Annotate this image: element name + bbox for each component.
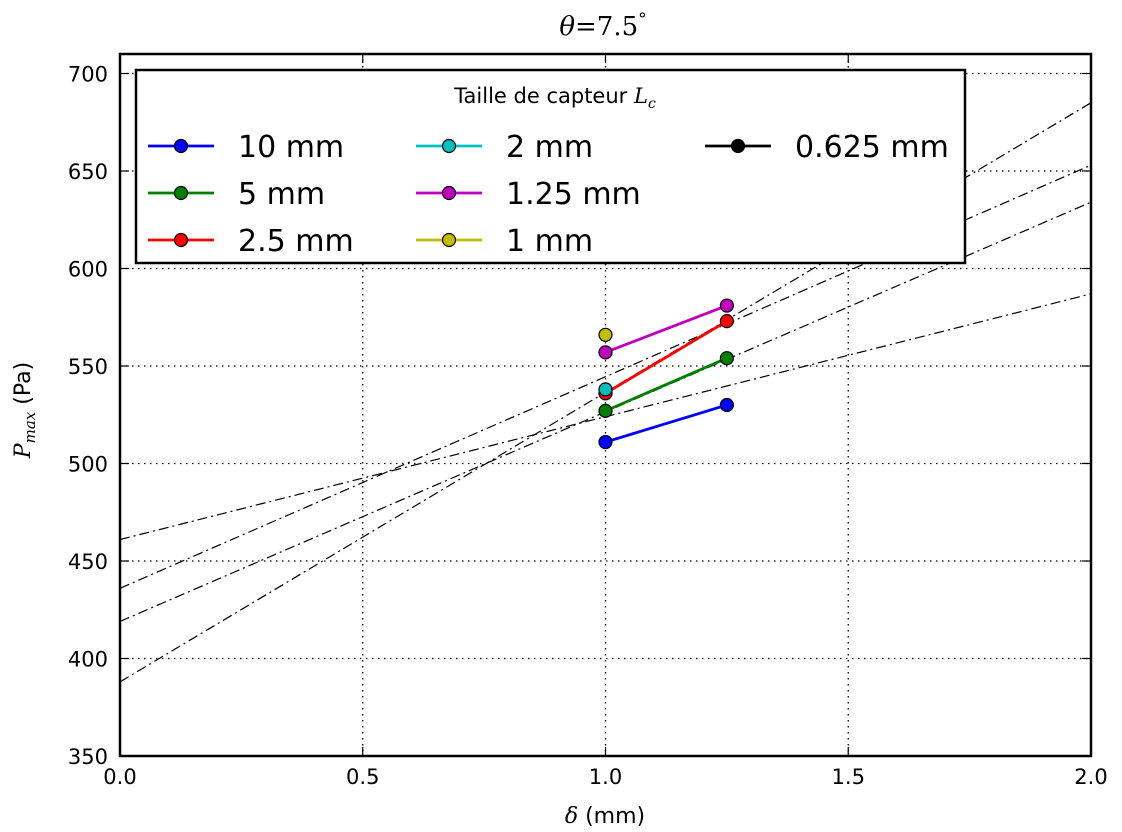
legend-label: 10 mm (238, 130, 344, 165)
series-line (604, 319, 728, 395)
x-tick-label: 0.5 (346, 765, 379, 789)
data-point (719, 314, 734, 329)
y-axis-unit: (Pa) (11, 362, 36, 412)
series-line (604, 304, 728, 354)
legend-marker (173, 185, 189, 201)
legend-label: 2 mm (506, 130, 593, 165)
y-tick-label: 500 (68, 453, 108, 477)
y-tick-label: 550 (68, 355, 108, 379)
legend-label: 0.625 mm (795, 130, 949, 165)
x-tick-label: 0.0 (103, 765, 136, 789)
legend-marker (173, 232, 189, 248)
legend-marker (173, 138, 189, 154)
data-point (719, 351, 734, 366)
y-axis-subscript: max (21, 411, 39, 443)
title-symbol: θ (559, 12, 575, 42)
x-tick-label: 2.0 (1074, 765, 1107, 789)
legend-marker (441, 185, 457, 201)
data-point (719, 397, 734, 413)
legend-label: 1 mm (506, 224, 593, 259)
title-degree: ° (638, 10, 647, 30)
data-point (598, 434, 613, 450)
legend-title-text: Taille de capteur (453, 84, 627, 108)
legend: Taille de capteur Lc 10 mm 5 mm 2.5 mm 2 mm… (134, 68, 967, 265)
y-tick-label: 600 (68, 258, 108, 282)
legend-box (134, 68, 967, 265)
legend-marker (441, 232, 457, 248)
data-series (598, 298, 734, 450)
axis-ticks: 0.0 0.5 1.0 1.5 2.0 350 400 450 500 550 600 650 700 (68, 54, 1108, 789)
x-tick-label: 1.5 (832, 765, 865, 789)
x-tick-label: 1.0 (589, 765, 622, 789)
x-axis-symbol: δ (565, 804, 578, 829)
y-axis-label: Pmax (Pa) (11, 362, 39, 459)
title-equals: = (575, 12, 597, 42)
legend-label: 1.25 mm (506, 177, 641, 212)
chart-title: θ=7.5° (559, 10, 646, 42)
data-point (598, 382, 613, 397)
legend-entries: 10 mm 5 mm 2.5 mm 2 mm 1.25 mm 1 mm 0.625 mm (148, 130, 949, 259)
series-line (605, 403, 728, 444)
data-point (598, 327, 613, 342)
data-point (598, 403, 613, 418)
title-value: 7.5 (597, 12, 638, 42)
legend-title-symbol: L (633, 84, 648, 108)
y-tick-label: 650 (68, 160, 108, 184)
legend-label: 5 mm (238, 177, 325, 212)
legend-title-subscript: c (648, 96, 656, 112)
y-tick-label: 700 (68, 63, 108, 87)
y-axis-symbol: P (11, 442, 36, 459)
series-line (604, 356, 728, 413)
legend-marker (441, 138, 457, 154)
y-tick-label: 350 (68, 745, 108, 769)
data-point (598, 345, 613, 360)
y-tick-label: 400 (68, 648, 108, 672)
y-tick-label: 450 (68, 550, 108, 574)
legend-label: 2.5 mm (238, 224, 354, 259)
legend-title: Taille de capteur Lc (453, 84, 656, 112)
legend-marker (730, 138, 746, 154)
x-axis-label: δ (mm) (565, 804, 645, 829)
x-axis-unit: (mm) (578, 804, 645, 829)
data-point (719, 298, 734, 313)
